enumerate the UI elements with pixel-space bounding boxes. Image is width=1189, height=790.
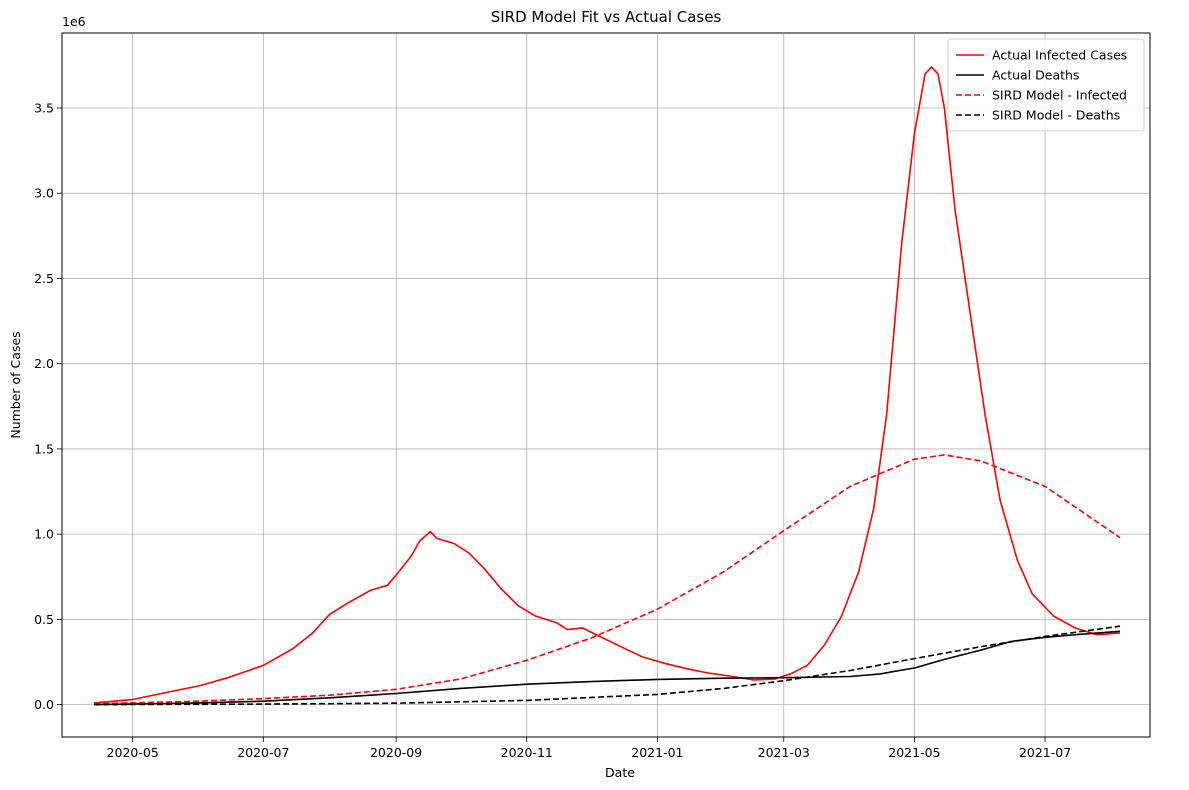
legend-label: SIRD Model - Deaths xyxy=(992,108,1120,123)
y-tick-label: 0.5 xyxy=(34,612,54,627)
x-tick-label: 2020-07 xyxy=(237,745,289,760)
x-tick-label: 2020-05 xyxy=(107,745,159,760)
x-tick-label: 2021-05 xyxy=(888,745,940,760)
y-tick-label: 2.0 xyxy=(34,356,54,371)
y-tick-label: 0.0 xyxy=(34,697,54,712)
y-tick-label: 3.5 xyxy=(34,101,54,116)
x-tick-label: 2021-03 xyxy=(758,745,810,760)
y-tick-label: 2.5 xyxy=(34,271,54,286)
series-line-4 xyxy=(94,625,1121,706)
x-axis-ticks: 2020-05 2020-07 2020-09 2020-11 2021-01 2021-… xyxy=(107,737,1071,760)
legend: Actual Infected Cases Actual Deaths SIRD M… xyxy=(947,38,1145,132)
plot-frame xyxy=(61,32,1151,738)
chart-title: SIRD Model Fit vs Actual Cases xyxy=(491,8,722,26)
series-line-2 xyxy=(94,630,1121,706)
series-lines xyxy=(94,66,1121,706)
legend-label: Actual Deaths xyxy=(992,68,1079,83)
y-tick-label: 1.5 xyxy=(34,441,54,456)
y-axis-label: Number of Cases xyxy=(8,331,23,438)
legend-label: Actual Infected Cases xyxy=(992,48,1127,63)
x-tick-label: 2021-01 xyxy=(631,745,683,760)
y-tick-label: 3.0 xyxy=(34,186,54,201)
legend-label: SIRD Model - Infected xyxy=(992,88,1127,103)
x-axis-label: Date xyxy=(605,765,635,780)
x-tick-label: 2020-11 xyxy=(501,745,553,760)
y-axis-ticks: 0.0 0.5 1.0 1.5 2.0 2.5 3.0 3.5 xyxy=(34,101,62,712)
series-line-3 xyxy=(94,454,1121,705)
legend-box xyxy=(947,38,1145,132)
x-tick-label: 2021-07 xyxy=(1019,745,1071,760)
y-tick-label: 1.0 xyxy=(34,527,54,542)
series-line-1 xyxy=(94,66,1121,704)
y-scale-note: 1e6 xyxy=(62,14,86,29)
x-tick-label: 2020-09 xyxy=(370,745,422,760)
